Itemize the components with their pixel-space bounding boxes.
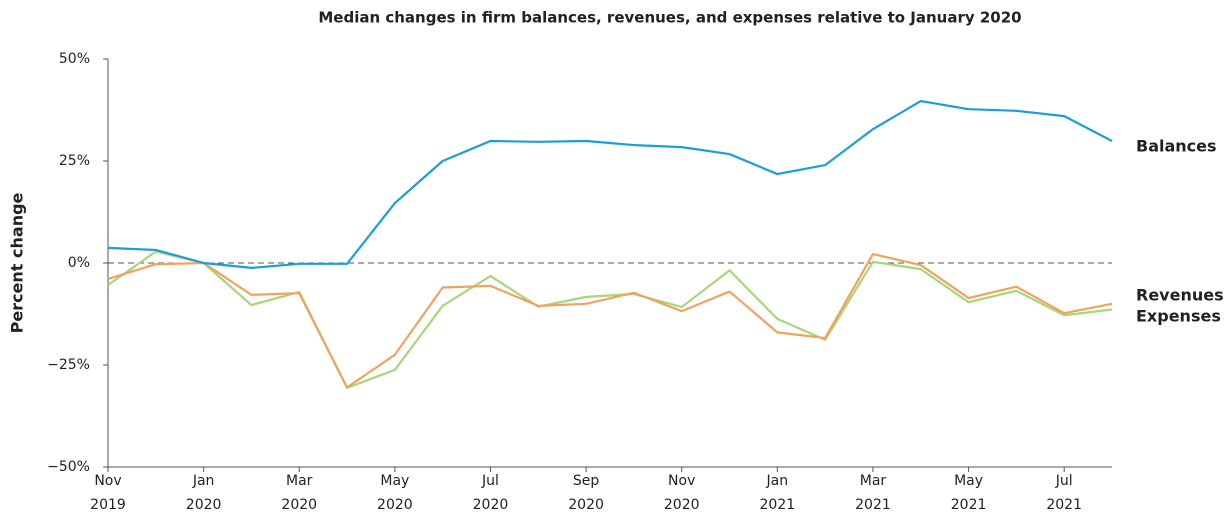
chart-title: Median changes in firm balances, revenue… bbox=[318, 9, 1021, 27]
x-tick-label: Nov 2019 bbox=[90, 473, 126, 513]
y-tick-label: 0% bbox=[68, 255, 90, 271]
x-tick-label: Nov 2020 bbox=[664, 473, 700, 513]
x-tick-label: Jan 2020 bbox=[186, 473, 222, 513]
x-tick-label: Sep 2020 bbox=[568, 473, 604, 513]
y-tick-label: −25% bbox=[47, 357, 90, 373]
x-tick-label: Jul 2021 bbox=[1046, 473, 1082, 513]
y-axis-label: Percent change bbox=[8, 192, 27, 333]
series-label: Revenues bbox=[1136, 286, 1224, 305]
x-tick-label: Mar 2020 bbox=[281, 473, 317, 513]
x-tick-label: Jan 2021 bbox=[760, 473, 796, 513]
x-tick-label: May 2020 bbox=[377, 473, 413, 513]
y-tick-label: 25% bbox=[59, 153, 90, 169]
series-label: Expenses bbox=[1136, 307, 1221, 326]
y-tick-label: −50% bbox=[47, 459, 90, 475]
y-tick-label: 50% bbox=[59, 51, 90, 67]
series-line bbox=[107, 252, 1113, 389]
x-tick-label: Mar 2021 bbox=[855, 473, 891, 513]
x-tick-label: May 2021 bbox=[951, 473, 987, 513]
series-label: Balances bbox=[1136, 137, 1217, 156]
series-line bbox=[107, 250, 1113, 389]
series-line bbox=[107, 99, 1113, 269]
x-tick-label: Jul 2020 bbox=[473, 473, 509, 513]
